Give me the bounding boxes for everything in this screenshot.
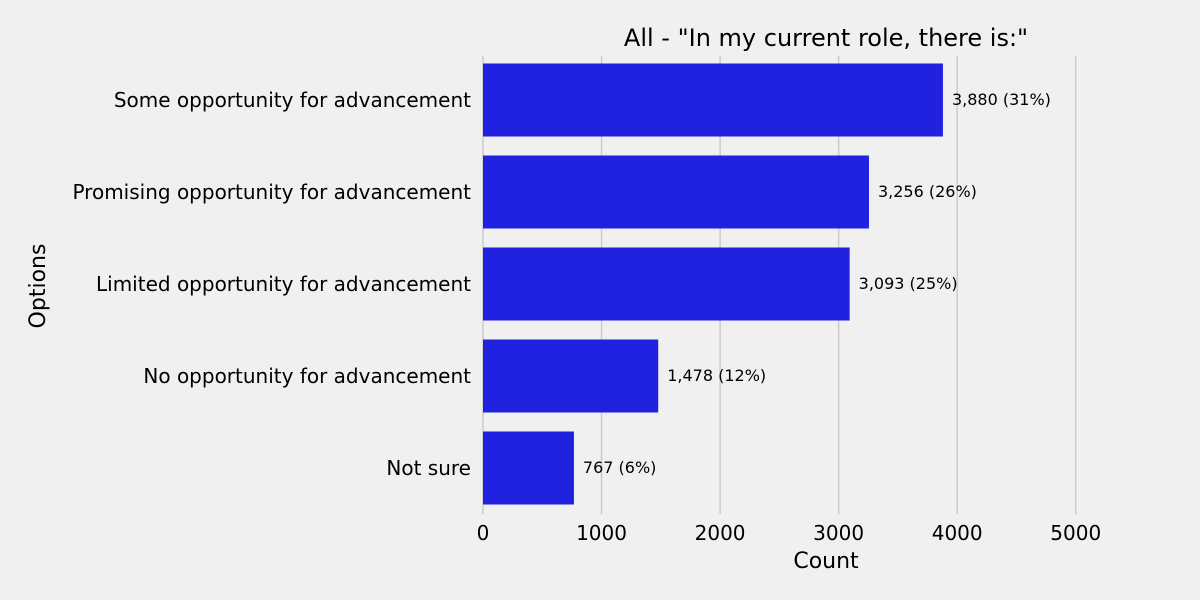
category-label: No opportunity for advancement	[143, 364, 471, 388]
x-tick-label: 2000	[695, 521, 746, 545]
category-label: Not sure	[386, 456, 471, 480]
bar	[483, 63, 943, 137]
y-axis-label: Options	[26, 244, 51, 329]
bar	[483, 339, 659, 413]
x-tick-labels: 0 1000 2000 3000 4000 5000	[477, 521, 1102, 545]
bar	[483, 431, 574, 505]
x-tick-label: 0	[477, 521, 490, 545]
data-label: 767 (6%)	[583, 458, 657, 477]
x-axis-label: Count	[793, 549, 859, 574]
bar	[483, 155, 869, 229]
category-label: Limited opportunity for advancement	[96, 272, 471, 296]
chart-title: All - "In my current role, there is:"	[624, 24, 1028, 52]
bars	[483, 63, 943, 505]
data-label: 1,478 (12%)	[667, 366, 766, 385]
data-label: 3,256 (26%)	[878, 182, 977, 201]
data-labels: 3,880 (31%) 3,256 (26%) 3,093 (25%) 1,478 (…	[583, 90, 1051, 477]
bar	[483, 247, 850, 321]
category-labels: Some opportunity for advancement Promisin…	[72, 88, 471, 480]
category-label: Some opportunity for advancement	[114, 88, 471, 112]
x-tick-label: 5000	[1050, 521, 1101, 545]
x-tick-label: 3000	[813, 521, 864, 545]
data-label: 3,093 (25%)	[859, 274, 958, 293]
data-label: 3,880 (31%)	[952, 90, 1051, 109]
category-label: Promising opportunity for advancement	[72, 180, 471, 204]
x-tick-label: 4000	[932, 521, 983, 545]
x-tick-label: 1000	[576, 521, 627, 545]
